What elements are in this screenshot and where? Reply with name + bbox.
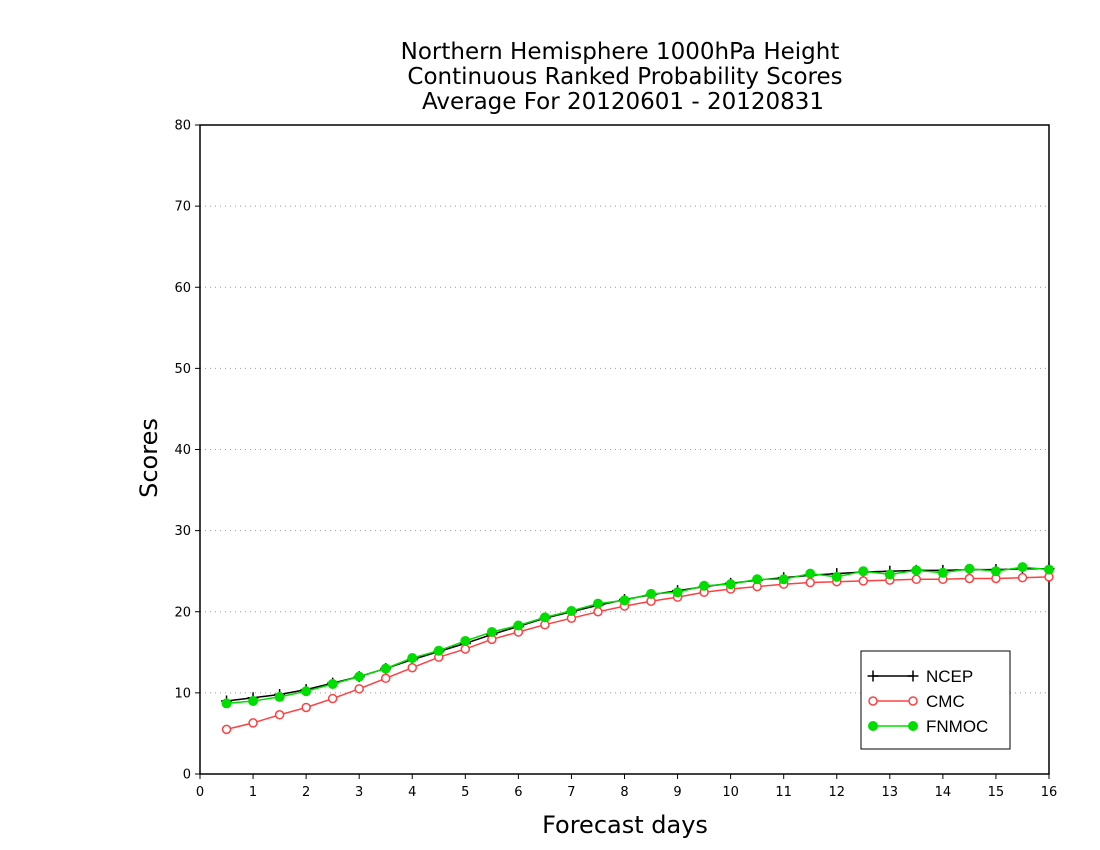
fnmoc-point	[407, 652, 418, 663]
x-tick-label: 10	[722, 785, 739, 800]
fnmoc-point	[1017, 562, 1028, 573]
y-tick-label: 80	[174, 119, 191, 134]
y-axis: 0 10 20 30 40 50 60 70 80	[174, 119, 200, 783]
x-tick-label: 4	[408, 785, 416, 800]
fnmoc-point	[566, 605, 577, 616]
cmc-point	[460, 644, 471, 654]
fnmoc-point	[937, 567, 948, 578]
fnmoc-point	[539, 612, 550, 623]
legend-label-fnmoc: FNMOC	[926, 717, 988, 736]
legend-item-cmc: CMC	[868, 692, 965, 711]
legend-ncep-point	[907, 670, 919, 682]
y-tick-label: 10	[174, 686, 191, 701]
chart-title-line-1: Northern Hemisphere 1000hPa Height	[401, 39, 840, 65]
chart-title-line-3: Average For 20120601 - 20120831	[422, 89, 824, 115]
x-tick-label: 7	[567, 785, 575, 800]
y-axis-label: Scores	[135, 418, 163, 498]
chart-title: Northern Hemisphere 1000hPa Height Conti…	[401, 39, 843, 115]
x-tick-label: 2	[302, 785, 310, 800]
x-tick-label: 0	[196, 785, 204, 800]
cmc-point	[407, 662, 417, 673]
fnmoc-point	[672, 587, 683, 598]
x-tick-label: 15	[988, 785, 1005, 800]
fnmoc-point	[460, 635, 471, 646]
y-tick-label: 30	[174, 524, 191, 539]
fnmoc-point	[699, 580, 710, 591]
legend-cmc-point	[868, 696, 878, 706]
x-tick-label: 12	[828, 785, 845, 800]
legend-cmc-point	[908, 696, 918, 706]
cmc-point	[964, 573, 975, 584]
y-tick-label: 70	[174, 200, 191, 215]
series-fnmoc	[221, 562, 1054, 709]
legend-label-cmc: CMC	[926, 692, 965, 711]
fnmoc-point	[301, 686, 312, 697]
cmc-point	[858, 576, 869, 586]
x-axis-label: Forecast days	[542, 811, 708, 839]
cmc-point	[380, 673, 391, 684]
legend: NCEP CMC FNMOC	[860, 650, 1011, 750]
cmc-point	[593, 607, 603, 617]
legend-ncep-point	[867, 670, 879, 682]
fnmoc-point	[858, 566, 869, 577]
cmc-point	[248, 718, 258, 728]
y-tick-label: 60	[174, 281, 191, 296]
fnmoc-point	[778, 574, 789, 585]
cmc-point	[354, 684, 364, 694]
legend-item-ncep: NCEP	[867, 667, 973, 686]
fnmoc-point	[964, 563, 975, 574]
fnmoc-point	[221, 698, 232, 709]
cmc-point	[911, 574, 922, 585]
cmc-point	[805, 577, 815, 588]
legend-label-ncep: NCEP	[926, 667, 973, 686]
fnmoc-point	[274, 691, 285, 702]
x-tick-label: 13	[882, 785, 899, 800]
fnmoc-point	[1044, 564, 1054, 575]
y-tick-label: 20	[174, 605, 191, 620]
fnmoc-point	[911, 565, 922, 576]
fnmoc-point	[884, 569, 895, 580]
x-tick-label: 5	[461, 785, 469, 800]
fnmoc-point	[619, 595, 630, 606]
fnmoc-point	[327, 678, 338, 689]
cmc-point	[274, 710, 285, 720]
x-tick-label: 11	[775, 785, 792, 800]
x-tick-label: 8	[620, 785, 628, 800]
cmc-point	[301, 702, 311, 713]
y-tick-label: 0	[183, 768, 191, 783]
x-tick-label: 6	[514, 785, 522, 800]
fnmoc-point	[248, 695, 259, 706]
fnmoc-point	[725, 579, 736, 590]
fnmoc-point	[752, 574, 763, 585]
cmc-point	[327, 693, 338, 704]
fnmoc-point	[354, 671, 365, 682]
x-tick-label: 14	[935, 785, 952, 800]
series-layer	[221, 562, 1055, 735]
fnmoc-point	[990, 566, 1001, 577]
legend-fnmoc-point	[908, 721, 918, 731]
fnmoc-point	[486, 627, 497, 638]
fnmoc-point	[805, 568, 816, 579]
cmc-point	[221, 724, 232, 735]
legend-fnmoc-point	[868, 721, 878, 731]
fnmoc-point	[513, 620, 524, 631]
x-tick-label: 9	[673, 785, 681, 800]
chart-title-line-2: Continuous Ranked Probability Scores	[407, 64, 842, 90]
fnmoc-point	[433, 645, 444, 656]
x-axis: 0 1 2 3 4 5 6 7 8 9 10 11 12 13 14 15 16	[196, 774, 1057, 800]
fnmoc-point	[646, 588, 657, 599]
cmc-point	[1017, 572, 1028, 583]
legend-item-fnmoc: FNMOC	[868, 717, 988, 736]
x-tick-label: 16	[1041, 785, 1058, 800]
fnmoc-point	[592, 598, 603, 609]
x-tick-label: 1	[249, 785, 257, 800]
fnmoc-point	[831, 571, 842, 582]
y-tick-label: 40	[174, 443, 191, 458]
legend-box	[860, 650, 1011, 750]
grid-lines	[200, 205, 1049, 694]
y-tick-label: 50	[174, 362, 191, 377]
fnmoc-point	[380, 663, 391, 674]
x-tick-label: 3	[355, 785, 363, 800]
